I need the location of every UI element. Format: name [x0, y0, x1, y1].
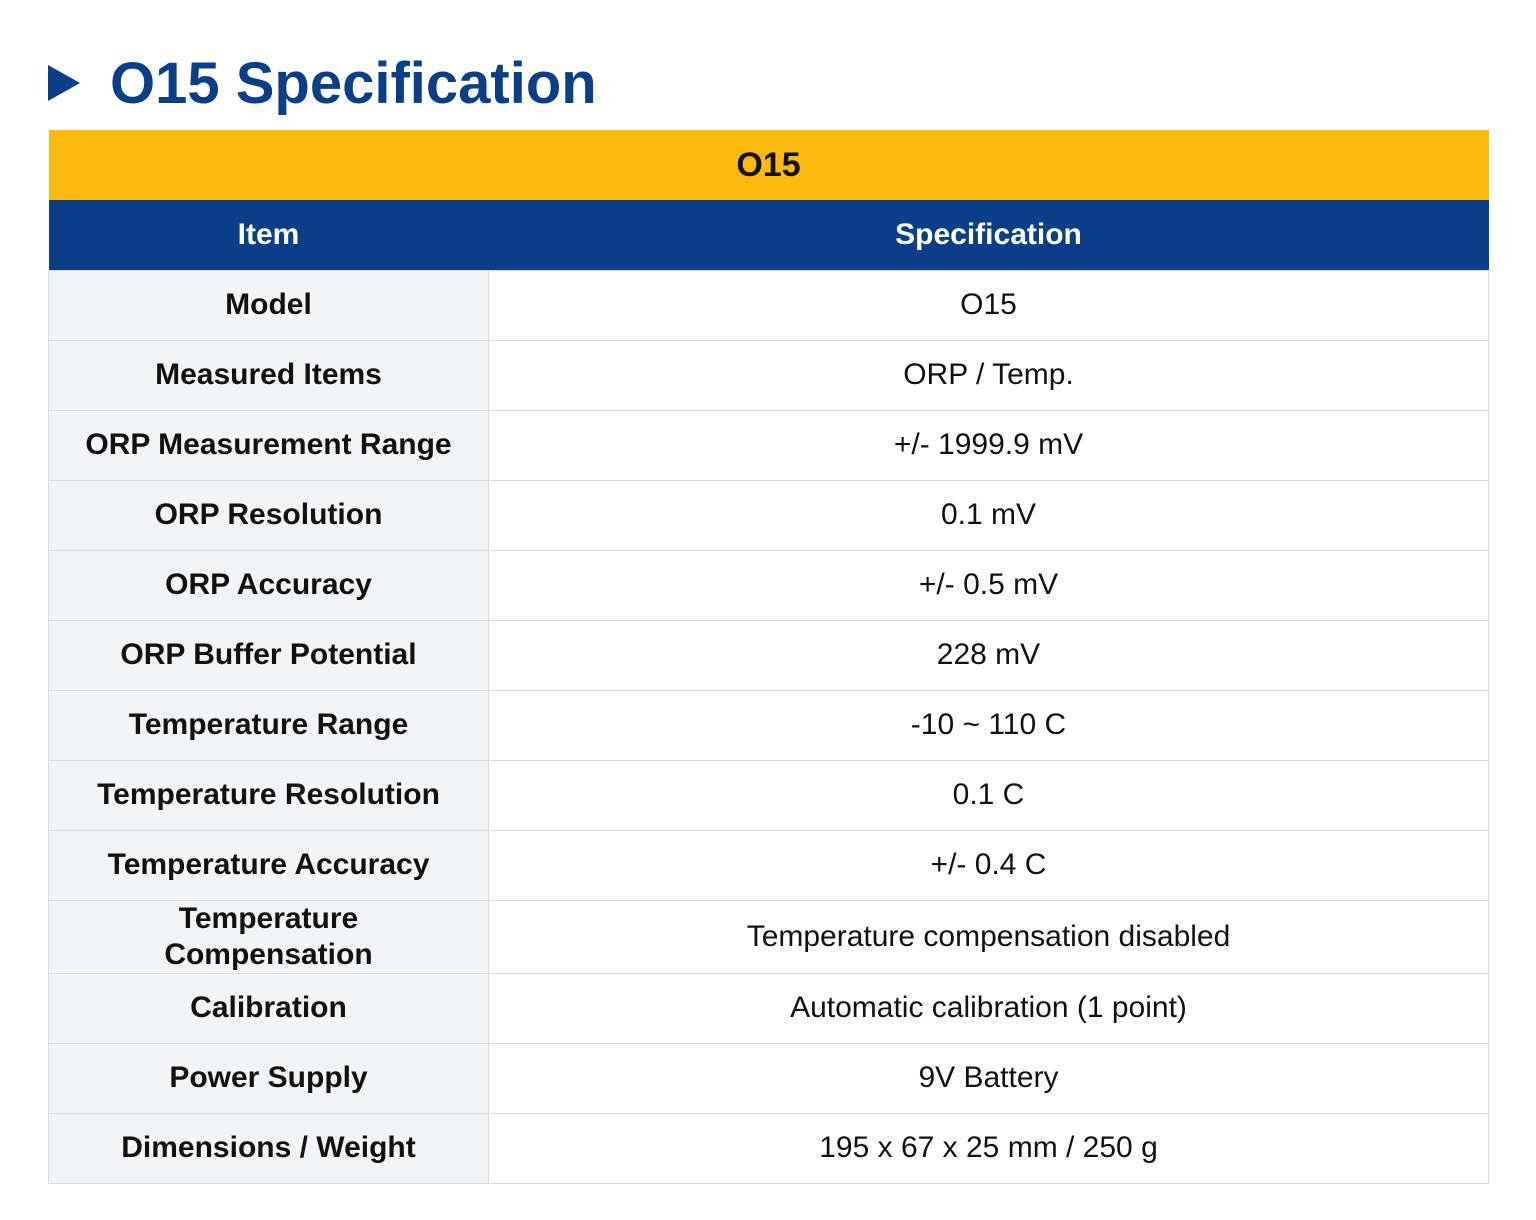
- table-row: ORP Accuracy +/- 0.5 mV: [48, 549, 1489, 621]
- item-cell: ORP Resolution: [48, 479, 489, 551]
- spec-cell: 0.1 C: [488, 759, 1489, 831]
- spec-cell: 195 x 67 x 25 mm / 250 g: [488, 1112, 1489, 1184]
- item-cell: Power Supply: [48, 1042, 489, 1114]
- spec-cell: Automatic calibration (1 point): [488, 972, 1489, 1044]
- spec-cell: +/- 0.4 C: [488, 829, 1489, 901]
- spec-cell: -10 ~ 110 C: [488, 689, 1489, 761]
- item-cell: Temperature Range: [48, 689, 489, 761]
- table-row: Dimensions / Weight 195 x 67 x 25 mm / 25…: [48, 1112, 1489, 1184]
- spec-cell: +/- 1999.9 mV: [488, 409, 1489, 481]
- item-cell: ORP Accuracy: [48, 549, 489, 621]
- item-cell: Model: [48, 269, 489, 341]
- item-cell: Temperature Accuracy: [48, 829, 489, 901]
- table-row: Temperature Compensation Temperature comp…: [48, 899, 1489, 974]
- spec-cell: O15: [488, 269, 1489, 341]
- item-cell: Temperature Resolution: [48, 759, 489, 831]
- column-header: Item: [48, 200, 489, 270]
- column-header: Specification: [488, 200, 1489, 270]
- table-row: Temperature Resolution 0.1 C: [48, 759, 1489, 831]
- spec-cell: +/- 0.5 mV: [488, 549, 1489, 621]
- table-row: ORP Buffer Potential 228 mV: [48, 619, 1489, 691]
- item-cell: ORP Buffer Potential: [48, 619, 489, 691]
- spec-cell: Temperature compensation disabled: [488, 899, 1489, 974]
- table-row: Model O15: [48, 269, 1489, 341]
- title-arrow: [48, 65, 80, 101]
- title-bar: O15 Specification: [48, 48, 597, 118]
- table-row: Power Supply 9V Battery: [48, 1042, 1489, 1114]
- table-row: ORP Measurement Range +/- 1999.9 mV: [48, 409, 1489, 481]
- table-row: Measured Items ORP / Temp.: [48, 339, 1489, 411]
- table-row: Temperature Range -10 ~ 110 C: [48, 689, 1489, 761]
- table-row: ORP Resolution 0.1 mV: [48, 479, 1489, 551]
- spec-table: O15 Item Specification Model O15 Measured …: [48, 130, 1489, 1184]
- table-caption: O15: [48, 130, 1489, 200]
- item-cell: Temperature Compensation: [48, 899, 489, 974]
- spec-cell: ORP / Temp.: [488, 339, 1489, 411]
- item-cell: Measured Items: [48, 339, 489, 411]
- spec-cell: 9V Battery: [488, 1042, 1489, 1114]
- spec-cell: 228 mV: [488, 619, 1489, 691]
- spec-cell: 0.1 mV: [488, 479, 1489, 551]
- item-cell: Calibration: [48, 972, 489, 1044]
- table-row: Temperature Accuracy +/- 0.4 C: [48, 829, 1489, 901]
- table-body: Model O15 Measured Items ORP / Temp. ORP Mea…: [48, 269, 1489, 1184]
- page-title: O15 Specification: [110, 50, 597, 116]
- item-cell: ORP Measurement Range: [48, 409, 489, 481]
- table-row: Calibration Automatic calibration (1 poin…: [48, 972, 1489, 1044]
- item-cell: Dimensions / Weight: [48, 1112, 489, 1184]
